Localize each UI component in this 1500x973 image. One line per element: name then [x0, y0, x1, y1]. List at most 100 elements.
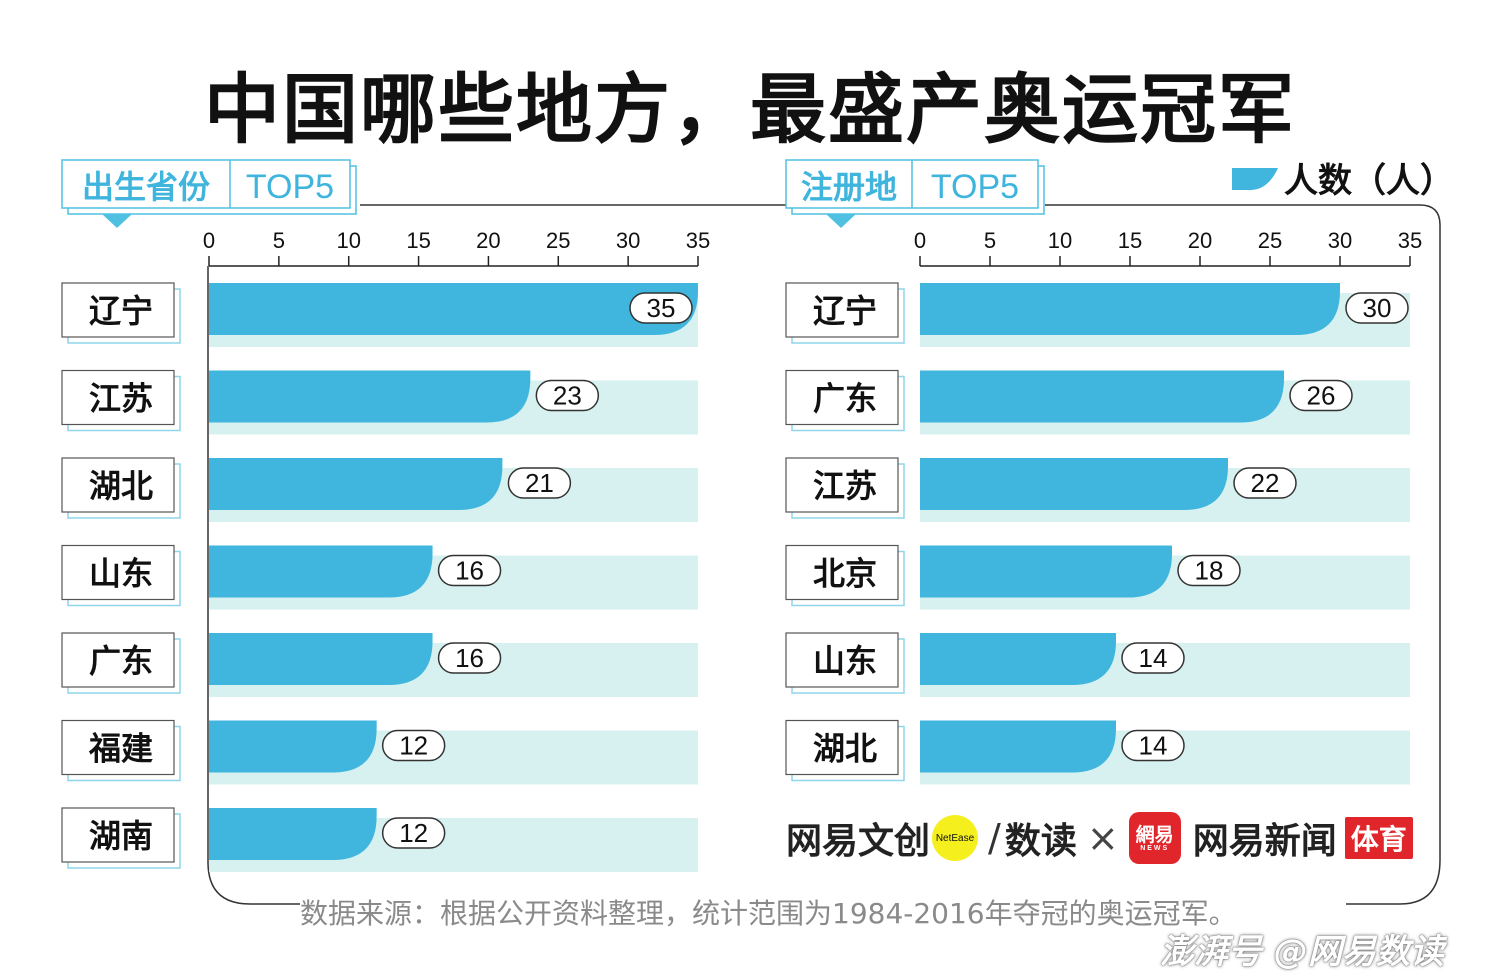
legend-label: 人数（人）: [1284, 161, 1454, 201]
category-label-box: [61, 544, 175, 601]
sports-badge: 体育: [1344, 817, 1413, 859]
value-pill: [381, 729, 446, 762]
netease-dot-logo: NetEase: [932, 815, 979, 861]
x-tick-label: 25: [1258, 228, 1282, 253]
bar: [209, 720, 377, 773]
news-logo-en: NEWS: [1140, 844, 1170, 852]
category-label-box: [61, 282, 175, 338]
bar: [920, 458, 1228, 510]
category-label-box: [61, 632, 175, 688]
x-tick-label: 20: [476, 228, 500, 253]
category-label: 福建: [88, 730, 153, 768]
x-tick-label: 10: [336, 228, 360, 253]
bar-row: 辽宁 35: [61, 282, 698, 347]
panel-tag-pointer: [826, 214, 856, 228]
value-pill: [1177, 554, 1241, 587]
value-label: 21: [525, 468, 554, 498]
category-label-box: [785, 632, 899, 688]
value-pill: [1121, 642, 1185, 674]
x-tick-label: 5: [984, 228, 996, 253]
bar: [209, 458, 503, 510]
bar: [920, 370, 1284, 423]
category-label-box: [785, 369, 899, 426]
x-tick-label: 0: [203, 228, 215, 253]
bar: [920, 545, 1172, 598]
x-axis: 0 5 10 15 20 25 30 35: [203, 228, 710, 267]
frame-line: [207, 204, 1441, 905]
bar-row: 福建 12: [61, 719, 698, 785]
category-label: 江苏: [813, 467, 877, 505]
category-label-box: [785, 719, 899, 776]
value-label: 14: [1139, 643, 1168, 673]
value-label: 16: [455, 643, 484, 673]
netease-news-logo-icon: 網易 NEWS: [1128, 812, 1181, 864]
x-tick-label: 35: [1398, 228, 1422, 253]
bar: [920, 283, 1340, 335]
value-label: 14: [1139, 731, 1168, 761]
panel-tag-pointer: [102, 214, 132, 228]
bar-row: 广东 16: [61, 632, 698, 697]
bar-row: 广东 26: [785, 369, 1410, 435]
x-axis: 0 5 10 15 20 25 30 35: [914, 228, 1422, 267]
category-label: 北京: [813, 555, 877, 593]
value-pill: [381, 817, 446, 849]
x-tick-label: 0: [914, 228, 926, 253]
legend: 人数（人）: [1232, 161, 1454, 201]
value-label: 16: [455, 556, 484, 586]
value-label: 12: [399, 818, 428, 848]
legend-swatch: [1232, 168, 1278, 190]
brand-times-icon: ×: [1086, 816, 1119, 860]
value-pill: [507, 467, 572, 499]
brand-slash: /: [988, 816, 1001, 860]
value-pill: [1345, 292, 1409, 324]
category-label-box: [61, 719, 175, 776]
category-label: 广东: [89, 642, 153, 680]
category-label-box: [785, 282, 899, 338]
bar: [209, 633, 433, 685]
category-label-box: [785, 457, 899, 513]
category-label-box: [61, 369, 175, 426]
panel-tag-box: [61, 159, 351, 209]
bar: [209, 545, 433, 598]
category-label: 湖北: [813, 730, 877, 768]
panel-tag-label: 出生省份: [82, 168, 210, 206]
bar-row: 辽宁 30: [785, 282, 1410, 347]
bar-row: 北京 18: [785, 544, 1410, 610]
value-label: 30: [1363, 293, 1392, 323]
x-tick-label: 35: [686, 228, 710, 253]
shudu-logo: 数读: [1004, 821, 1077, 862]
x-tick-label: 30: [616, 228, 640, 253]
bar-row: 湖北 14: [785, 719, 1410, 785]
netease-dot-text: NetEase: [935, 832, 975, 844]
panel-tag-label: 注册地: [801, 168, 897, 206]
x-tick-label: 20: [1188, 228, 1212, 253]
x-tick-label: 30: [1328, 228, 1352, 253]
category-label: 湖北: [89, 467, 153, 505]
news-logo-cn: 網易: [1135, 823, 1174, 846]
value-label: 23: [553, 381, 582, 411]
bar-row: 山东 16: [61, 544, 698, 610]
value-label: 26: [1307, 381, 1336, 411]
value-pill: [535, 379, 600, 412]
panel-tag: 注册地 TOP5: [785, 159, 1045, 228]
panel-tag: 出生省份 TOP5: [61, 159, 357, 228]
category-label: 江苏: [89, 380, 153, 418]
bar: [209, 808, 377, 860]
value-pill: [437, 554, 502, 587]
bar-row: 山东 14: [785, 632, 1410, 697]
value-pill: [1233, 467, 1297, 499]
category-label: 辽宁: [813, 292, 877, 330]
chart-title: 中国哪些地方，最盛产奥运冠军: [204, 65, 1296, 154]
bar: [920, 720, 1116, 773]
value-label: 35: [647, 293, 676, 323]
category-label-box: [61, 457, 175, 513]
panel-tag-suffix: TOP5: [246, 168, 334, 206]
category-label: 辽宁: [89, 292, 153, 330]
value-pill: [437, 642, 502, 674]
panel-tag-suffix: TOP5: [931, 168, 1019, 206]
value-label: 12: [399, 731, 428, 761]
category-label-box: [61, 807, 175, 863]
bar: [209, 283, 698, 335]
